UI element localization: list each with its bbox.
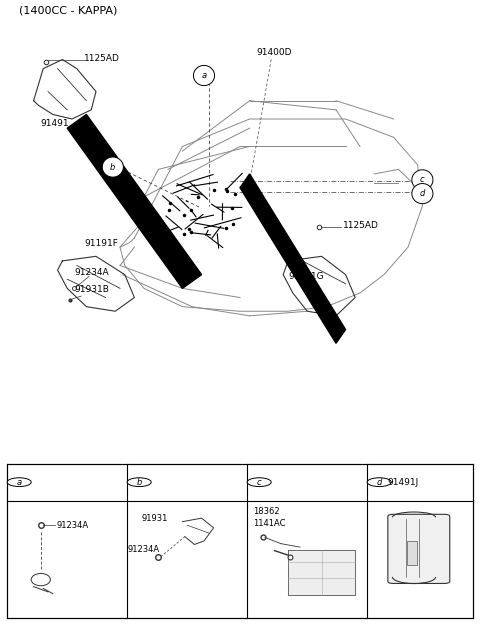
- Circle shape: [367, 478, 391, 487]
- Text: 1141AC: 1141AC: [253, 519, 286, 528]
- Circle shape: [7, 478, 31, 487]
- FancyBboxPatch shape: [7, 464, 473, 618]
- Text: 1125AD: 1125AD: [343, 221, 379, 229]
- Circle shape: [247, 478, 271, 487]
- Polygon shape: [67, 114, 202, 288]
- Circle shape: [412, 184, 433, 204]
- Circle shape: [412, 170, 433, 190]
- Text: 91191F: 91191F: [84, 239, 118, 248]
- Text: 91491G: 91491G: [288, 272, 324, 282]
- Text: 91931B: 91931B: [74, 285, 109, 294]
- Text: 91234A: 91234A: [74, 268, 109, 277]
- FancyBboxPatch shape: [388, 514, 450, 584]
- Text: d: d: [376, 478, 382, 487]
- Ellipse shape: [31, 574, 50, 586]
- Text: a: a: [17, 478, 22, 487]
- Text: 18362: 18362: [253, 507, 280, 515]
- FancyBboxPatch shape: [407, 541, 417, 565]
- Polygon shape: [288, 550, 355, 596]
- Text: 91234A: 91234A: [127, 545, 159, 554]
- Text: 91400D: 91400D: [257, 48, 292, 57]
- Text: d: d: [420, 189, 425, 198]
- Circle shape: [102, 157, 123, 177]
- Polygon shape: [240, 174, 346, 343]
- Text: 91491J: 91491J: [387, 478, 419, 487]
- Text: 91234A: 91234A: [57, 520, 89, 530]
- Circle shape: [127, 478, 151, 487]
- Text: c: c: [257, 478, 262, 487]
- Text: 1125AD: 1125AD: [84, 54, 120, 63]
- Text: b: b: [136, 478, 142, 487]
- Text: 91931: 91931: [142, 514, 168, 523]
- Text: (1400CC - KAPPA): (1400CC - KAPPA): [19, 6, 118, 16]
- Text: b: b: [110, 162, 116, 172]
- Text: c: c: [420, 176, 425, 184]
- Text: 91491: 91491: [41, 119, 70, 128]
- Text: a: a: [202, 71, 206, 80]
- Circle shape: [193, 65, 215, 86]
